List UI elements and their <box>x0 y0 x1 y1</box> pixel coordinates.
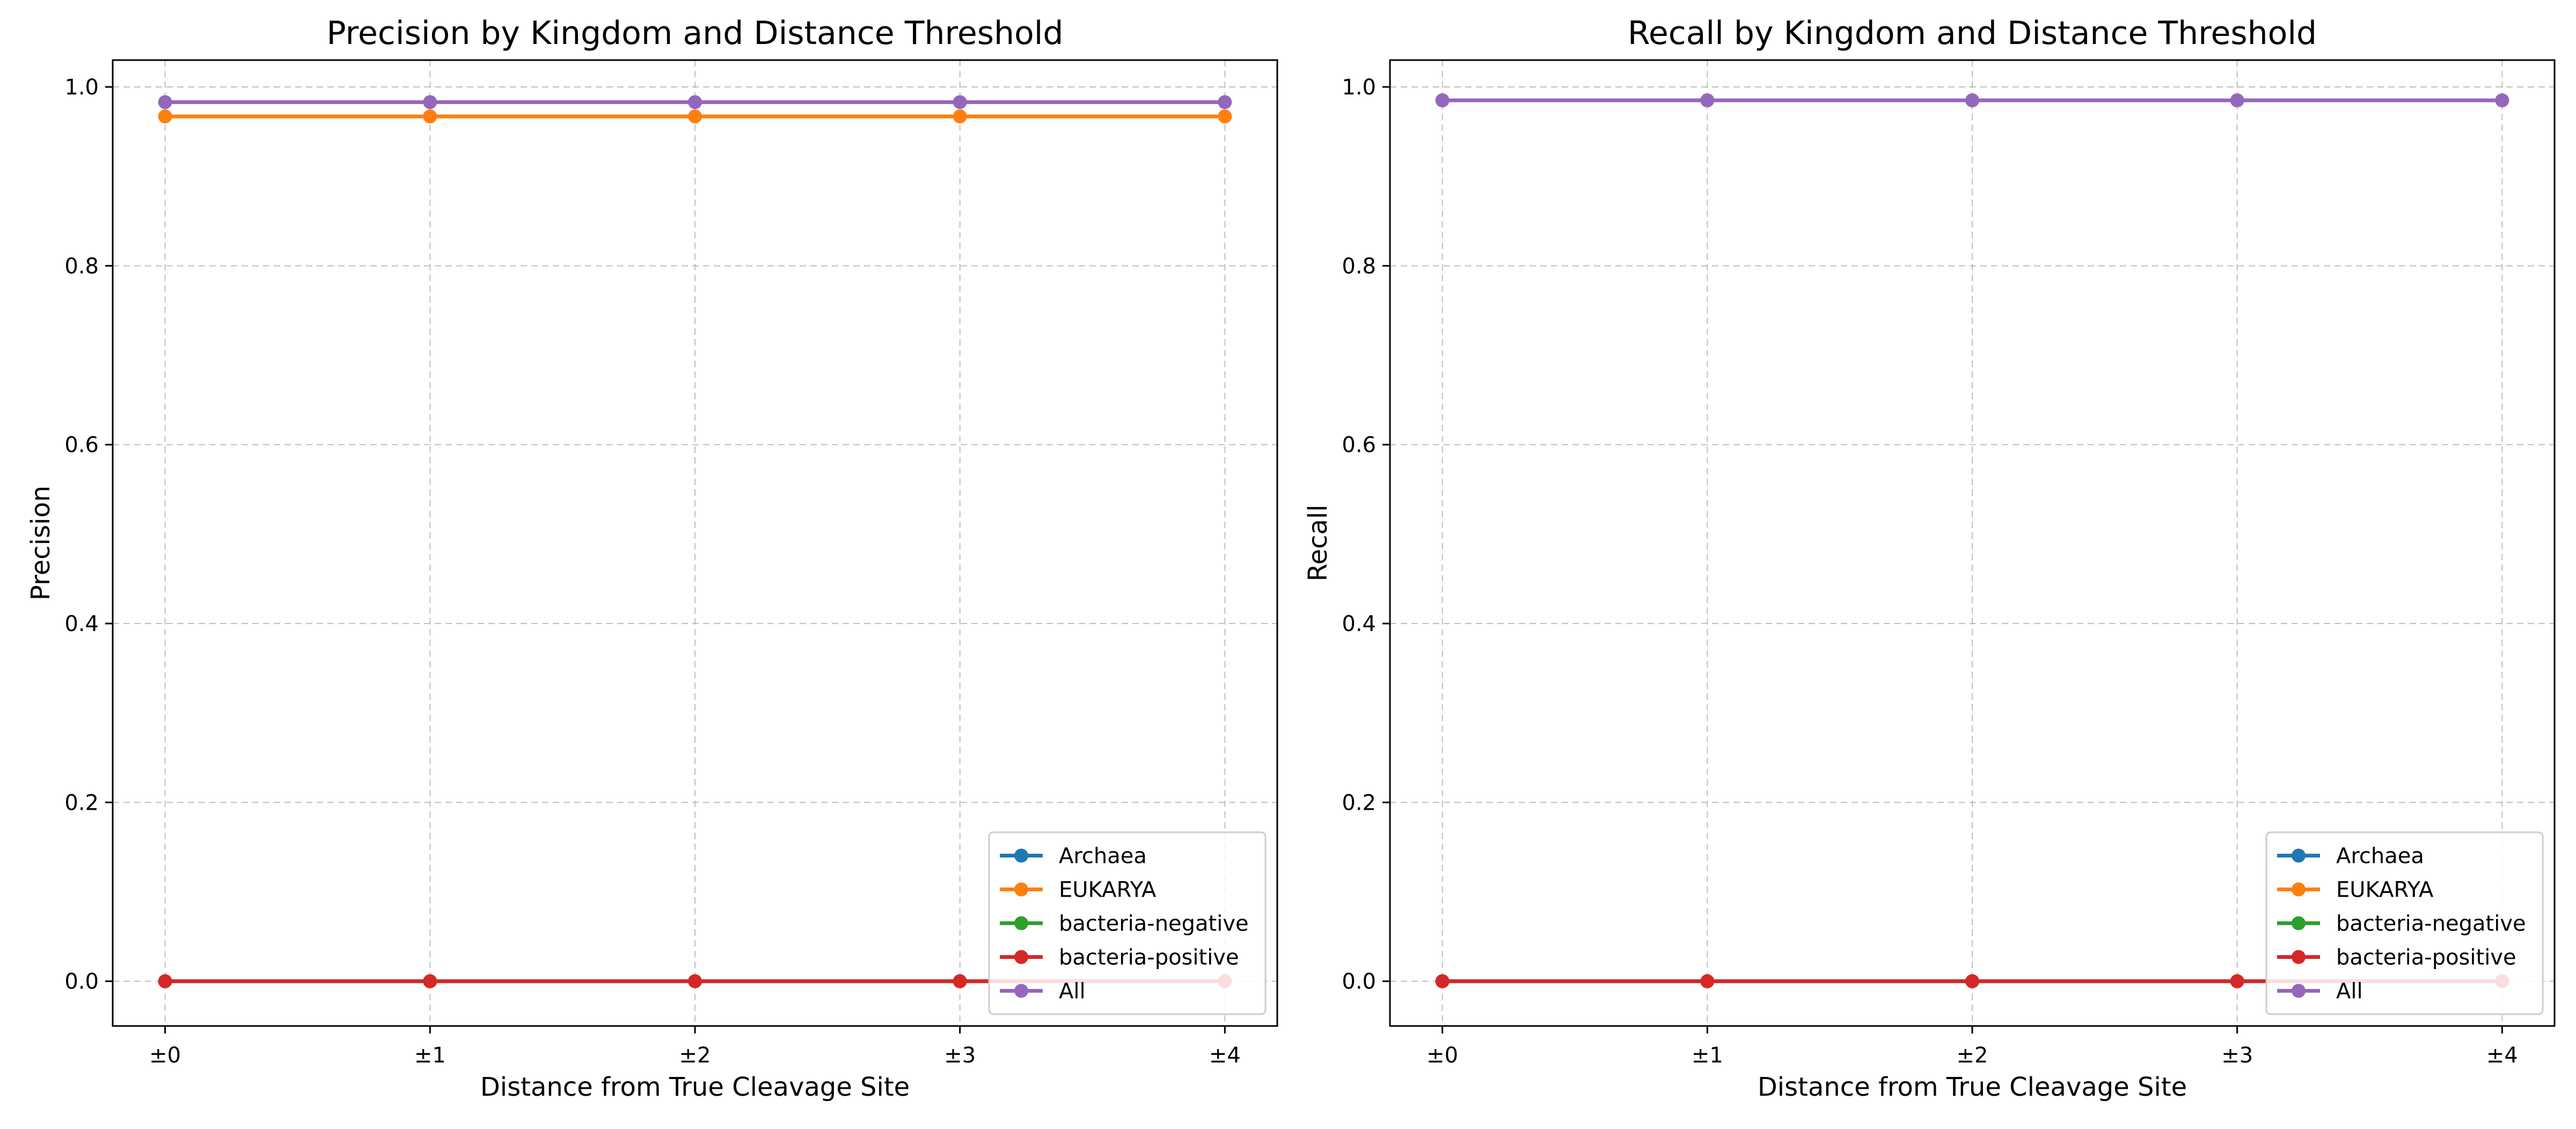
precision-y-tick-label: 0.4 <box>64 612 99 636</box>
recall-point-bacteria-positive <box>1965 974 1979 988</box>
precision-legend-swatch-marker <box>1014 916 1028 930</box>
precision-series-all <box>158 95 1232 109</box>
recall-point-bacteria-positive <box>1435 974 1450 988</box>
precision-y-tick-label: 0.2 <box>64 790 99 815</box>
precision-x-axis-label: Distance from True Cleavage Site <box>480 1072 910 1102</box>
recall-legend-swatch-marker <box>2292 950 2306 964</box>
precision-point-bacteria-positive <box>688 974 702 988</box>
precision-series-eukarya <box>158 109 1232 123</box>
precision-x-tick-label: ±2 <box>679 1043 711 1068</box>
precision-legend-item-archaea: Archaea <box>1000 844 1147 869</box>
precision-x-tick-label: ±1 <box>414 1043 446 1068</box>
precision-point-eukarya <box>953 109 967 123</box>
recall-legend-item-bacteria-positive: bacteria-positive <box>2277 945 2516 970</box>
precision-point-all <box>158 95 172 109</box>
precision-legend-swatch-marker <box>1014 950 1028 964</box>
recall-chart-title: Recall by Kingdom and Distance Threshold <box>1628 14 2317 52</box>
precision-legend-label: Archaea <box>1059 844 1147 869</box>
recall-legend-box <box>2265 831 2544 1015</box>
precision-legend-item-bacteria-positive: bacteria-positive <box>1000 945 1239 970</box>
recall-y-tick-label: 0.2 <box>1342 790 1376 815</box>
precision-point-bacteria-positive <box>158 974 172 988</box>
precision-legend-label: bacteria-negative <box>1059 912 1249 936</box>
recall-point-all <box>2495 93 2509 107</box>
recall-y-tick-label: 0.0 <box>1342 970 1376 994</box>
recall-legend-item-all: All <box>2277 979 2363 1004</box>
recall-point-all <box>1700 93 1715 107</box>
recall-y-tick-label: 0.6 <box>1342 433 1376 458</box>
recall-legend-item-bacteria-negative: bacteria-negative <box>2277 912 2526 936</box>
precision-point-bacteria-positive <box>953 974 967 988</box>
precision-point-bacteria-positive <box>423 974 437 988</box>
recall-panel: ±0 ±1 ±2 ±3 ±4 0.0 0.2 0.4 0.6 0.8 1.0 Recall by K… <box>1303 14 2556 1102</box>
recall-legend: Archaea EUKARYA bacteria-negative bacteria-… <box>2265 831 2544 1015</box>
recall-point-all <box>1435 93 1450 107</box>
recall-legend-label: Archaea <box>2336 844 2424 869</box>
precision-point-eukarya <box>1218 109 1232 123</box>
recall-x-axis-label: Distance from True Cleavage Site <box>1758 1072 2187 1102</box>
precision-panel: ±0 ±1 ±2 ±3 ±4 0.0 0.2 0.4 0.6 0.8 1.0 Precision b… <box>26 14 1278 1102</box>
precision-x-tick-label: ±3 <box>944 1043 976 1068</box>
precision-point-all <box>688 95 702 109</box>
recall-legend-label: bacteria-positive <box>2336 945 2516 970</box>
recall-legend-swatch-marker <box>2292 882 2306 897</box>
recall-x-tick-label: ±1 <box>1692 1043 1723 1068</box>
recall-legend-label: EUKARYA <box>2336 878 2434 903</box>
precision-y-tick-label: 0.0 <box>64 970 99 994</box>
precision-point-eukarya <box>158 109 172 123</box>
recall-legend-item-archaea: Archaea <box>2277 844 2424 869</box>
recall-x-tick-label: ±4 <box>2486 1043 2518 1068</box>
precision-y-tick-label: 0.8 <box>64 254 99 278</box>
precision-legend-box <box>988 831 1267 1015</box>
recall-y-tick-label: 0.4 <box>1342 612 1376 636</box>
precision-y-tick-label: 0.6 <box>64 433 99 458</box>
precision-legend: Archaea EUKARYA bacteria-negative bacteria-… <box>988 831 1267 1015</box>
recall-legend-swatch-marker <box>2292 916 2306 930</box>
recall-point-all <box>1965 93 1979 107</box>
recall-y-tick-label: 1.0 <box>1342 75 1376 100</box>
precision-point-all <box>1218 95 1232 109</box>
recall-y-axis-label: Recall <box>1303 504 1333 581</box>
recall-x-tick-label: ±2 <box>1957 1043 1988 1068</box>
precision-chart-title: Precision by Kingdom and Distance Thresh… <box>327 14 1064 52</box>
precision-legend-swatch-marker <box>1014 882 1028 897</box>
recall-x-tick-label: ±3 <box>2221 1043 2253 1068</box>
recall-legend-swatch-marker <box>2292 848 2306 863</box>
recall-point-bacteria-positive <box>2230 974 2244 988</box>
precision-legend-swatch-marker <box>1014 848 1028 863</box>
precision-ticks: ±0 ±1 ±2 ±3 ±4 0.0 0.2 0.4 0.6 0.8 1.0 <box>64 75 1240 1068</box>
precision-point-all <box>953 95 967 109</box>
recall-point-bacteria-positive <box>1700 974 1715 988</box>
precision-y-axis-label: Precision <box>26 486 56 600</box>
precision-legend-item-eukarya: EUKARYA <box>1000 878 1157 903</box>
recall-legend-swatch-marker <box>2292 984 2306 998</box>
precision-legend-item-all: All <box>1000 979 1086 1004</box>
recall-legend-label: bacteria-negative <box>2336 912 2526 936</box>
recall-point-all <box>2230 93 2244 107</box>
precision-legend-label: EUKARYA <box>1059 878 1157 903</box>
precision-legend-item-bacteria-negative: bacteria-negative <box>1000 912 1249 936</box>
precision-point-eukarya <box>688 109 702 123</box>
precision-legend-label: bacteria-positive <box>1059 945 1239 970</box>
precision-point-eukarya <box>423 109 437 123</box>
recall-series-all <box>1435 93 2509 107</box>
precision-legend-swatch-marker <box>1014 984 1028 998</box>
precision-legend-label: All <box>1059 979 1086 1004</box>
recall-x-tick-label: ±0 <box>1426 1043 1458 1068</box>
precision-point-all <box>423 95 437 109</box>
recall-ticks: ±0 ±1 ±2 ±3 ±4 0.0 0.2 0.4 0.6 0.8 1.0 <box>1342 75 2518 1068</box>
recall-legend-label: All <box>2336 979 2363 1004</box>
recall-y-tick-label: 0.8 <box>1342 254 1376 278</box>
precision-x-tick-label: ±0 <box>149 1043 181 1068</box>
precision-x-tick-label: ±4 <box>1209 1043 1241 1068</box>
precision-y-tick-label: 1.0 <box>64 75 99 100</box>
recall-legend-item-eukarya: EUKARYA <box>2277 878 2434 903</box>
